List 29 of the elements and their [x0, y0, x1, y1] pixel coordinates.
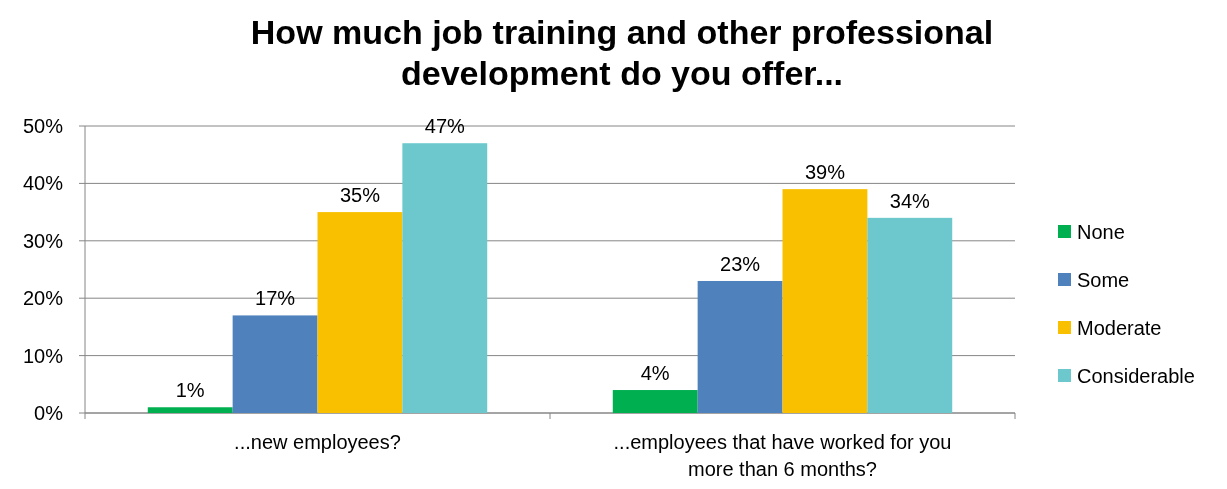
- y-tick-label: 30%: [22, 229, 64, 252]
- y-tick-label: 50%: [22, 115, 64, 137]
- data-label: 1%: [175, 379, 205, 402]
- chart-title: How much job training and other professional development do you offer...: [250, 13, 994, 92]
- bar: [402, 143, 488, 413]
- x-tick-label: ...employees that have worked for you more than 6 months?: [613, 431, 952, 480]
- data-label: 4%: [640, 362, 670, 385]
- y-tick-label: 0%: [34, 402, 64, 424]
- data-label: 34%: [889, 189, 931, 212]
- y-tick-label: 40%: [22, 172, 64, 195]
- bar: [147, 407, 233, 413]
- data-label: 47%: [424, 115, 466, 138]
- legend-label: Considerable: [1077, 365, 1195, 387]
- bar: [697, 280, 783, 413]
- data-label: 35%: [339, 184, 381, 207]
- data-label: 39%: [804, 161, 846, 184]
- data-label: 17%: [255, 287, 296, 310]
- legend-label: Moderate: [1077, 317, 1162, 339]
- legend-label: None: [1077, 221, 1125, 243]
- y-tick-label: 10%: [22, 344, 64, 367]
- bar: [867, 217, 953, 413]
- data-label: 23%: [720, 252, 761, 275]
- bar: [612, 390, 698, 413]
- y-tick-label: 20%: [22, 287, 64, 310]
- x-tick-label: ...new employees?: [234, 431, 401, 453]
- legend-label: Some: [1077, 269, 1130, 291]
- bar: [232, 315, 318, 413]
- bar: [317, 212, 403, 413]
- bar: [782, 189, 868, 413]
